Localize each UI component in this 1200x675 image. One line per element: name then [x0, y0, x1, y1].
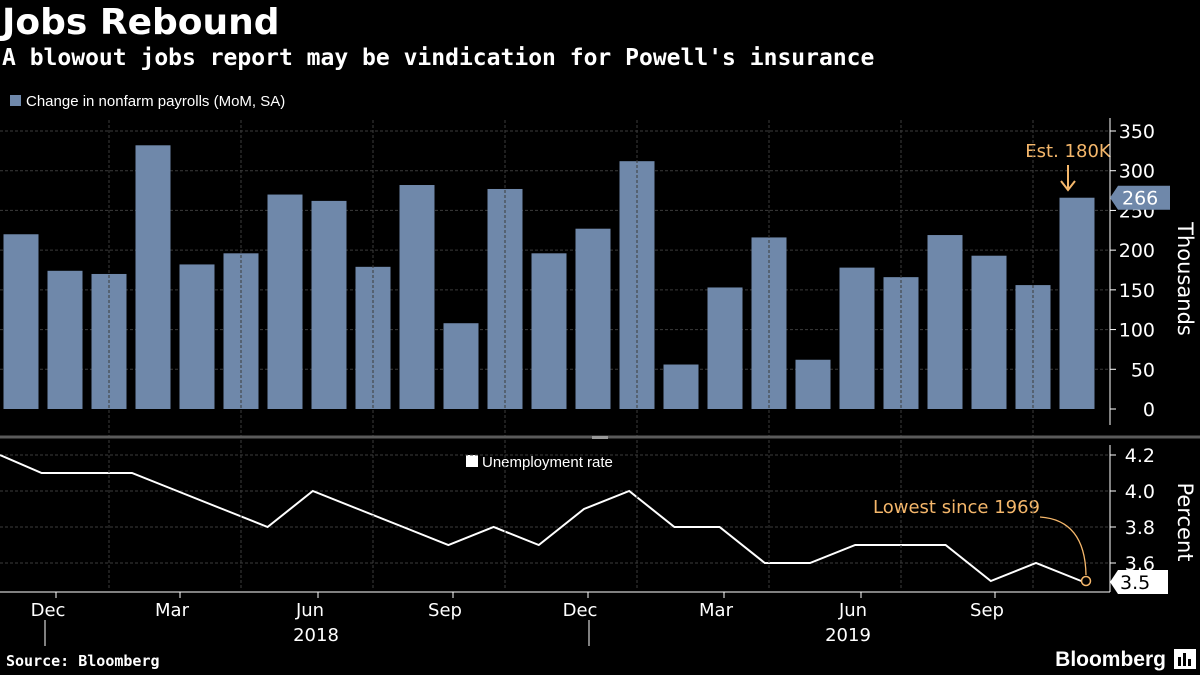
unemployment-axis-title: Percent: [1173, 482, 1197, 561]
x-month-label: Sep: [428, 600, 462, 621]
x-month-label: Sep: [970, 600, 1004, 621]
unemployment-line: [0, 454, 1082, 583]
unemployment-tick-label: 4.0: [1125, 481, 1155, 503]
payroll-bar: [971, 255, 1007, 409]
vertical-gridlines: [108, 120, 1034, 590]
x-year-label: 2018: [293, 625, 339, 646]
estimate-arrow-head: [1060, 180, 1076, 192]
payroll-bar: [267, 194, 303, 409]
bloomberg-logo: Bloomberg: [1055, 648, 1166, 671]
payrolls-legend-swatch: [10, 95, 21, 106]
payrolls-legend-label: Change in nonfarm payrolls (MoM, SA): [26, 93, 285, 110]
payrolls-last-value-tag: [1110, 185, 1170, 210]
payroll-bar: [443, 323, 479, 409]
unemployment-tick-label: 3.8: [1125, 517, 1155, 539]
payrolls-tick-label: 100: [1119, 320, 1155, 342]
lowest-annotation-connector: [1039, 516, 1087, 576]
x-month-label: Mar: [155, 600, 190, 621]
x-month-label: Dec: [31, 600, 66, 621]
payroll-bar: [795, 359, 831, 409]
unemployment-gridlines: [0, 445, 1116, 592]
estimate-annotation: Est. 180K: [1025, 141, 1112, 162]
chart-title: Jobs Rebound: [2, 2, 280, 43]
unemployment-last-value-tag: [1110, 570, 1168, 594]
payrolls-tick-label: 350: [1119, 121, 1155, 143]
payroll-bar: [751, 237, 787, 409]
payroll-bar: [927, 235, 963, 409]
x-month-label: Dec: [563, 600, 598, 621]
unemployment-last-value-label: 3.5: [1120, 572, 1150, 594]
payroll-bar: [575, 228, 611, 409]
payrolls-bars: [3, 145, 1095, 409]
payroll-bar: [839, 267, 875, 409]
unemployment-panel: Unemployment rate Percent Lowest since 1…: [0, 445, 1197, 594]
payroll-bar: [531, 253, 567, 409]
payrolls-tick-label: 0: [1143, 399, 1155, 421]
x-month-label: Jun: [838, 600, 867, 621]
lowest-point-marker: [1080, 575, 1092, 587]
chart-subtitle: A blowout jobs report may be vindication…: [2, 45, 875, 71]
unemployment-tick-label: 4.2: [1125, 445, 1155, 467]
source-note: Source: Bloomberg: [6, 652, 160, 670]
payrolls-tick-label: 150: [1119, 280, 1155, 302]
payroll-bar: [707, 287, 743, 409]
payrolls-tick-label: 300: [1119, 161, 1155, 183]
unemployment-tick-label: 3.6: [1125, 553, 1155, 575]
unemployment-legend-label: Unemployment rate: [482, 454, 613, 471]
x-year-label: 2019: [825, 625, 871, 646]
payroll-bar: [135, 145, 171, 409]
payrolls-axis-title: Thousands: [1173, 221, 1197, 336]
payroll-bar: [663, 364, 699, 409]
payroll-bar: [47, 270, 83, 409]
x-month-label: Mar: [699, 600, 734, 621]
payrolls-last-value-label: 266: [1122, 188, 1158, 210]
payroll-bar: [311, 200, 347, 409]
payrolls-tick-label: 200: [1119, 240, 1155, 262]
bloomberg-terminal-icon: [1174, 649, 1196, 669]
lowest-annotation: Lowest since 1969: [873, 497, 1040, 518]
unemployment-legend-swatch: [466, 455, 478, 467]
payroll-bar: [1059, 197, 1095, 409]
payrolls-tick-label: 50: [1131, 359, 1155, 381]
x-month-label: Jun: [295, 600, 324, 621]
payroll-bar: [3, 234, 39, 409]
payroll-bar: [399, 185, 435, 409]
payroll-bar: [179, 264, 215, 409]
panel-divider-handle: [592, 436, 608, 439]
payrolls-panel: Change in nonfarm payrolls (MoM, SA) Tho…: [0, 93, 1197, 425]
